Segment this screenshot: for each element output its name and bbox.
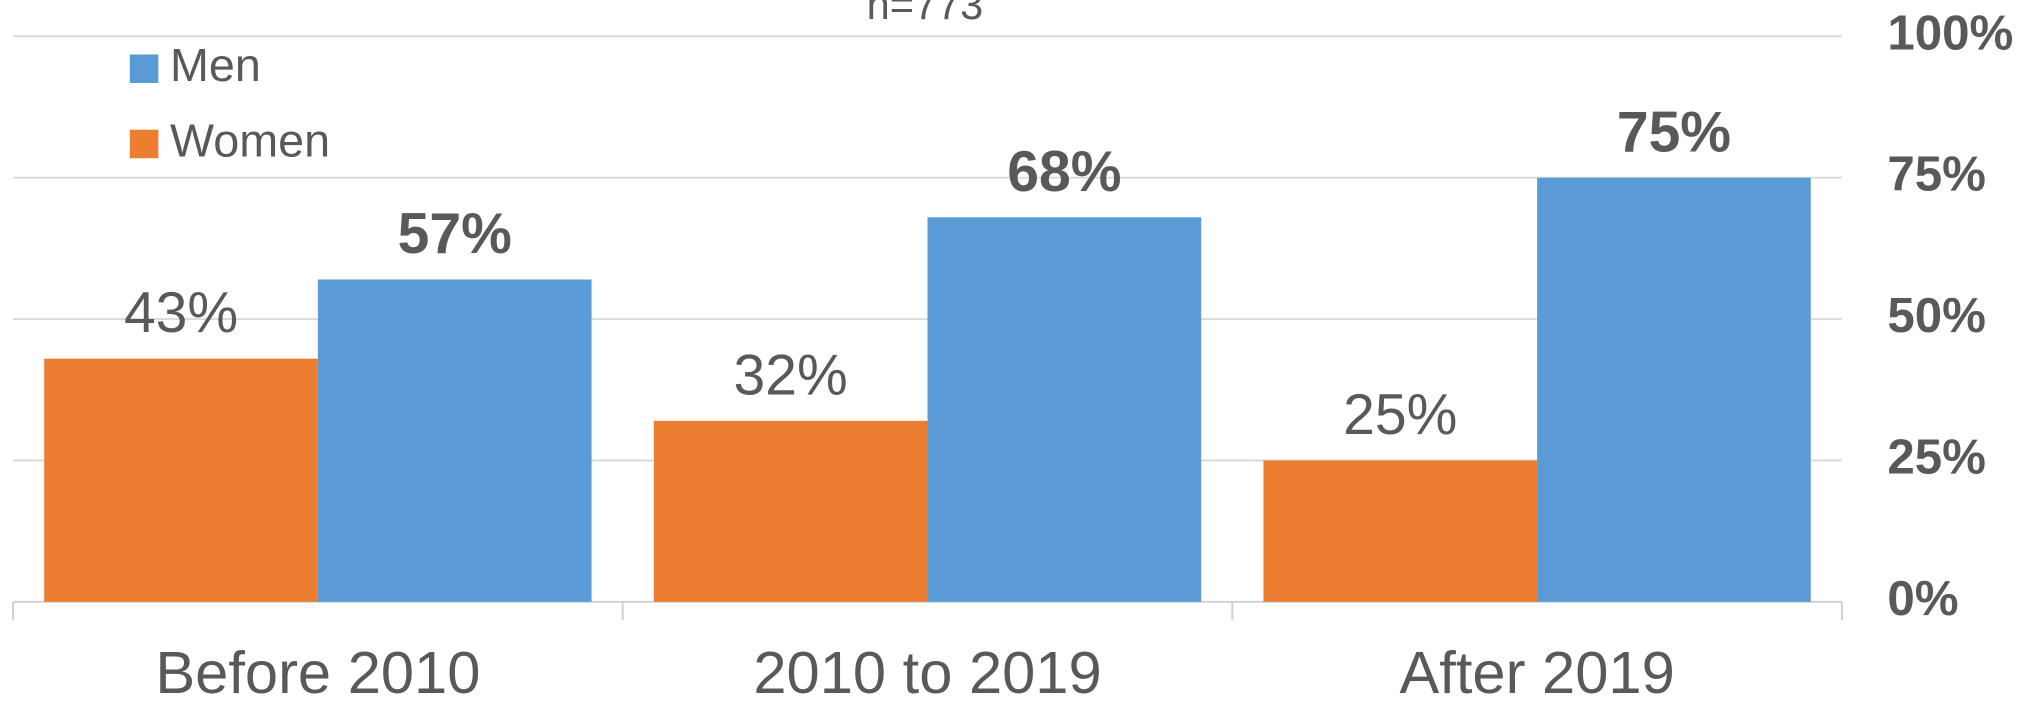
y-tick-label: 100% (1887, 5, 2013, 60)
x-tick-label: After 2019 (1399, 639, 1674, 703)
y-tick-label: 25% (1887, 429, 1986, 484)
data-label: 43% (124, 281, 238, 345)
data-label: 25% (1343, 383, 1457, 447)
bar (927, 217, 1202, 602)
bar (1537, 177, 1811, 602)
legend-label: Women (170, 114, 330, 166)
data-label: 68% (1007, 140, 1121, 204)
data-label: 57% (398, 202, 512, 266)
legend-label: Men (170, 39, 261, 91)
bar (317, 279, 592, 602)
y-tick-label: 75% (1887, 147, 1986, 202)
x-tick-label: 2010 to 2019 (753, 639, 1101, 703)
bar (1263, 460, 1538, 602)
legend-swatch (129, 129, 159, 159)
chart-subtitle: n=773 (867, 0, 984, 28)
y-tick-label: 0% (1887, 571, 1958, 626)
bar (653, 420, 928, 602)
data-label: 75% (1617, 100, 1731, 164)
bar (44, 358, 318, 602)
x-tick-label: Before 2010 (155, 639, 480, 703)
y-tick-label: 50% (1887, 288, 1986, 343)
legend-swatch (129, 54, 159, 84)
data-label: 32% (734, 343, 848, 407)
